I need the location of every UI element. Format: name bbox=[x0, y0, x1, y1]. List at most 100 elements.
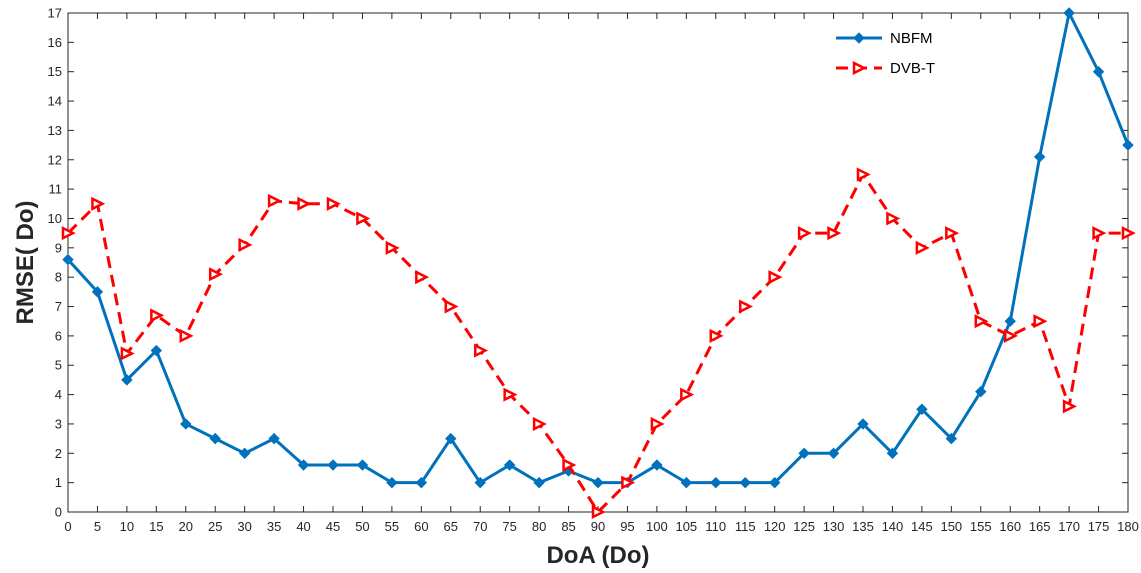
data-point bbox=[591, 504, 606, 520]
data-point bbox=[91, 196, 106, 211]
data-point bbox=[238, 237, 253, 252]
x-tick-label: 30 bbox=[237, 519, 251, 534]
x-tick-label: 65 bbox=[444, 519, 458, 534]
x-tick-label: 125 bbox=[793, 519, 815, 534]
data-point bbox=[1003, 328, 1019, 343]
y-tick-label: 2 bbox=[55, 446, 62, 461]
data-point bbox=[710, 476, 722, 489]
x-tick-label: 15 bbox=[149, 519, 163, 534]
data-point bbox=[1033, 314, 1048, 329]
data-point bbox=[562, 458, 577, 473]
data-point bbox=[120, 346, 135, 361]
data-point bbox=[179, 328, 194, 343]
data-point bbox=[739, 476, 751, 489]
data-point bbox=[326, 196, 341, 211]
y-tick-label: 4 bbox=[55, 387, 62, 402]
x-tick-label: 35 bbox=[267, 519, 281, 534]
data-point bbox=[1092, 65, 1105, 78]
y-tick-label: 1 bbox=[55, 475, 62, 490]
data-point bbox=[533, 476, 545, 489]
data-point bbox=[1062, 399, 1077, 414]
data-point bbox=[768, 270, 783, 285]
data-point bbox=[267, 193, 282, 208]
series-group bbox=[61, 7, 1136, 520]
y-tick-label: 3 bbox=[55, 416, 62, 431]
x-tick-label: 115 bbox=[735, 519, 756, 534]
x-tick-label: 60 bbox=[414, 519, 428, 534]
data-point bbox=[61, 226, 76, 241]
legend-entry: NBFM bbox=[836, 30, 933, 47]
data-point bbox=[797, 226, 812, 241]
data-point bbox=[209, 432, 221, 445]
x-tick-label: 5 bbox=[94, 519, 101, 534]
data-point bbox=[356, 459, 369, 471]
series-line bbox=[66, 11, 1130, 485]
data-point bbox=[709, 328, 724, 343]
data-point bbox=[945, 432, 958, 445]
data-point bbox=[385, 240, 400, 255]
legend-entry: DVB-T bbox=[836, 60, 935, 77]
y-tick-label: 10 bbox=[48, 211, 62, 226]
data-point bbox=[650, 416, 665, 431]
data-point bbox=[268, 432, 280, 445]
y-tick-label: 17 bbox=[48, 6, 62, 21]
y-tick-label: 16 bbox=[48, 35, 62, 50]
legend-label: DVB-T bbox=[890, 60, 935, 77]
axes: 0 5 10 15 20 25 30 35 40 45 50 55 60 65 70 75 80 85 90 95 10… bbox=[48, 6, 1139, 535]
x-axis-title: DoA (Do) bbox=[546, 542, 649, 569]
data-point bbox=[827, 447, 840, 460]
data-point bbox=[1063, 7, 1075, 19]
y-tick-label: 9 bbox=[55, 240, 62, 255]
data-point bbox=[680, 387, 695, 402]
x-tick-label: 40 bbox=[296, 519, 310, 534]
y-tick-label: 15 bbox=[48, 64, 62, 79]
x-tick-label: 135 bbox=[852, 519, 874, 534]
series-line bbox=[66, 172, 1128, 514]
x-tick-label: 145 bbox=[911, 519, 933, 534]
legend-label: NBFM bbox=[890, 30, 933, 47]
data-point bbox=[680, 476, 693, 489]
x-tick-label: 55 bbox=[385, 519, 399, 534]
y-tick-label: 14 bbox=[48, 94, 62, 109]
x-tick-label: 165 bbox=[1029, 519, 1051, 534]
y-tick-label: 8 bbox=[55, 270, 62, 285]
x-tick-label: 140 bbox=[882, 519, 904, 534]
data-point bbox=[356, 211, 371, 226]
x-tick-label: 45 bbox=[326, 519, 340, 534]
x-tick-label: 95 bbox=[620, 519, 634, 534]
x-tick-label: 75 bbox=[502, 519, 516, 534]
data-point bbox=[886, 211, 901, 226]
data-point bbox=[297, 196, 312, 211]
data-point bbox=[856, 167, 871, 182]
x-tick-label: 85 bbox=[561, 519, 575, 534]
data-point bbox=[297, 459, 310, 471]
data-point bbox=[1121, 226, 1136, 241]
x-tick-label: 100 bbox=[646, 519, 668, 534]
data-point bbox=[798, 447, 810, 460]
series-dvb-t bbox=[61, 167, 1136, 520]
data-point bbox=[238, 447, 251, 460]
data-point bbox=[415, 270, 430, 285]
data-point bbox=[1004, 315, 1016, 327]
data-point bbox=[915, 240, 930, 255]
data-point bbox=[150, 308, 165, 323]
x-tick-label: 20 bbox=[179, 519, 193, 534]
data-point bbox=[857, 418, 869, 430]
data-point bbox=[592, 476, 604, 489]
data-point bbox=[1033, 151, 1046, 163]
y-tick-label: 0 bbox=[55, 505, 62, 520]
x-tick-label: 130 bbox=[823, 519, 845, 534]
data-point bbox=[1122, 139, 1134, 151]
data-point bbox=[621, 475, 636, 490]
x-tick-label: 10 bbox=[120, 519, 134, 534]
y-tick-label: 12 bbox=[48, 152, 62, 167]
data-point bbox=[503, 459, 516, 471]
data-point bbox=[445, 432, 457, 445]
y-tick-label: 7 bbox=[55, 299, 62, 314]
data-point bbox=[945, 226, 960, 241]
data-point bbox=[473, 343, 489, 358]
x-tick-label: 170 bbox=[1058, 519, 1080, 534]
legend: NBFM DVB-T bbox=[836, 30, 935, 77]
data-point bbox=[827, 226, 842, 241]
x-tick-label: 50 bbox=[355, 519, 369, 534]
